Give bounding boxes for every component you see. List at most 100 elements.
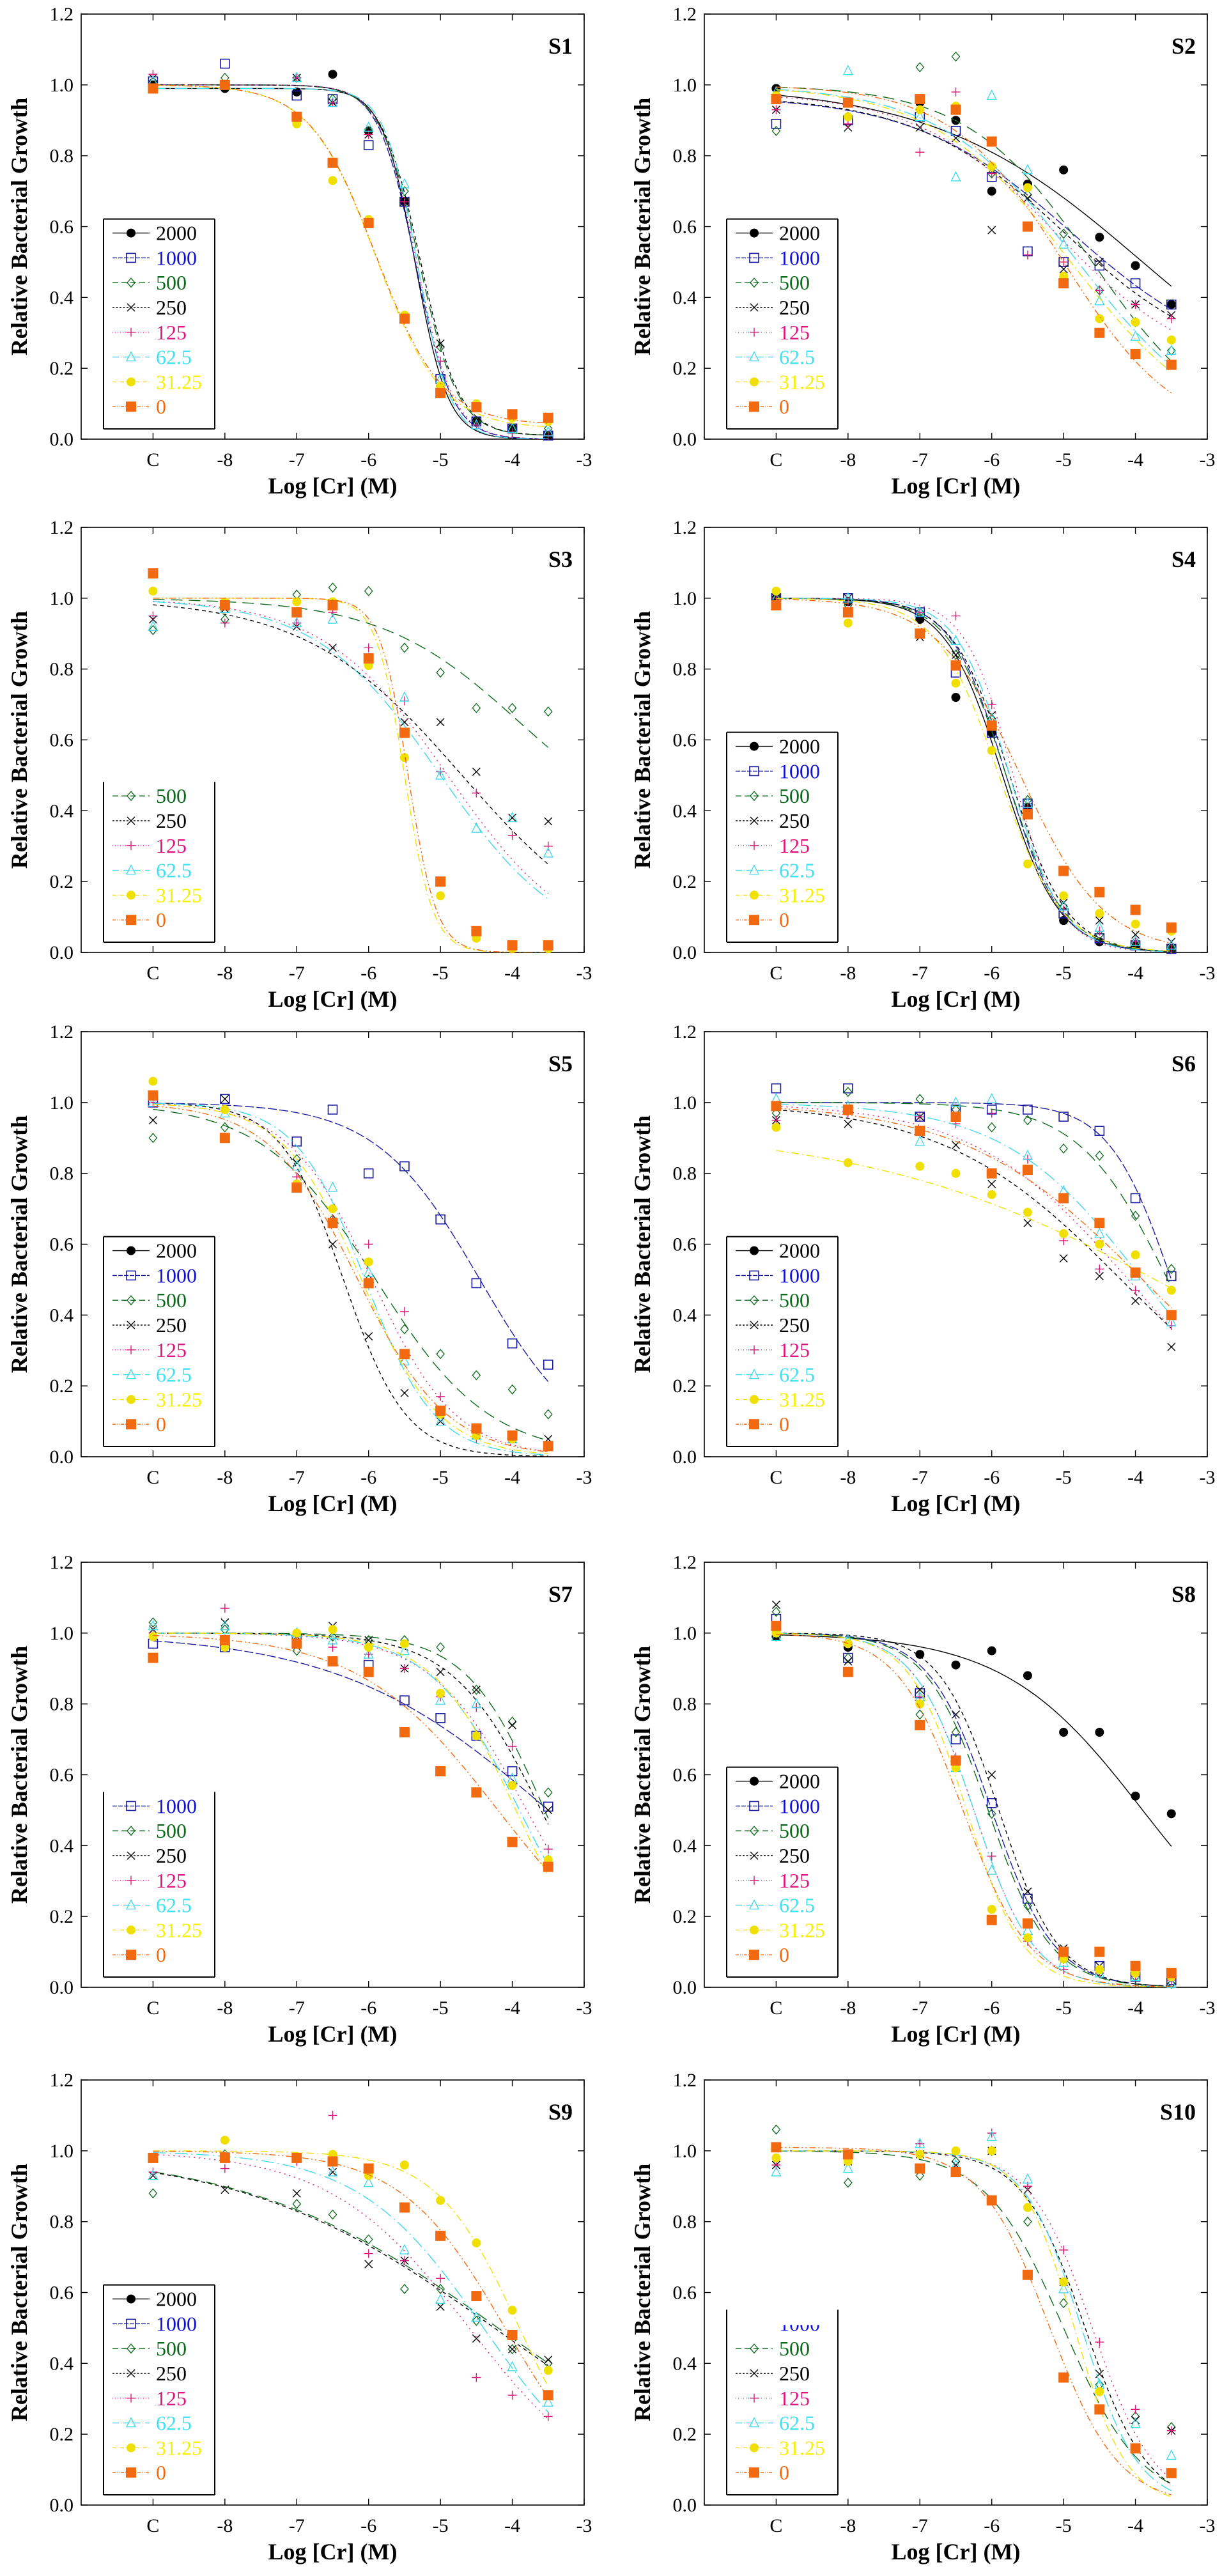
y-tick-label: 0.4 bbox=[50, 287, 74, 308]
data-point bbox=[363, 2176, 374, 2187]
y-tick-label: 0.2 bbox=[50, 2424, 74, 2445]
data-point bbox=[915, 608, 925, 617]
data-point bbox=[951, 87, 961, 97]
panel-s5: 0.0 0.2 0.4 0.6 0.8 1.0 1.2 C -8 -7 -6 -5 -4 -3 Log [C… bbox=[6, 1021, 592, 1516]
data-point bbox=[842, 1666, 853, 1677]
data-point bbox=[507, 2344, 517, 2355]
fit-curve bbox=[776, 86, 1172, 362]
y-tick-label: 0.6 bbox=[673, 730, 697, 751]
fit-curve bbox=[776, 598, 1172, 944]
data-point bbox=[472, 1684, 481, 1695]
data-point bbox=[987, 1190, 996, 1199]
x-tick-label: -5 bbox=[1056, 1467, 1072, 1488]
legend-label: 250 bbox=[156, 2362, 187, 2385]
x-tick-label: -8 bbox=[840, 963, 856, 984]
data-point bbox=[399, 1349, 410, 1360]
data-point bbox=[1166, 300, 1176, 309]
panel-title: S10 bbox=[1160, 2099, 1196, 2125]
legend-marker bbox=[126, 2467, 136, 2478]
fit-curve bbox=[776, 1103, 1172, 1316]
data-point bbox=[1166, 1978, 1177, 1989]
data-point bbox=[915, 105, 925, 114]
data-point bbox=[220, 2136, 229, 2145]
y-tick-label: 1.2 bbox=[50, 517, 74, 538]
data-point bbox=[148, 568, 159, 579]
data-point bbox=[364, 2234, 373, 2245]
data-point bbox=[1130, 349, 1141, 359]
legend-marker bbox=[750, 2443, 759, 2453]
data-point bbox=[328, 1625, 337, 1634]
data-point bbox=[1130, 1267, 1141, 1278]
data-point bbox=[1094, 327, 1105, 338]
x-tick-label: -6 bbox=[984, 449, 1000, 470]
y-tick-label: 1.0 bbox=[673, 2141, 697, 2162]
legend-label: 31.25 bbox=[156, 2436, 202, 2459]
data-point bbox=[291, 2152, 302, 2163]
legend-item-500: 500 bbox=[112, 271, 187, 294]
data-point bbox=[435, 1405, 446, 1416]
data-point bbox=[950, 634, 961, 645]
data-point bbox=[987, 711, 996, 720]
data-point bbox=[1059, 228, 1068, 239]
data-point bbox=[219, 1634, 230, 1645]
data-point bbox=[148, 1652, 159, 1663]
data-point bbox=[507, 1384, 517, 1395]
data-point bbox=[220, 2164, 229, 2173]
legend-item-1000: 1000 bbox=[112, 2312, 197, 2335]
legend-label: 250 bbox=[779, 2362, 810, 2385]
x-tick-label: -4 bbox=[504, 1467, 520, 1488]
data-point bbox=[1130, 330, 1141, 341]
data-point bbox=[771, 2166, 782, 2176]
data-point bbox=[843, 1083, 853, 1094]
data-point bbox=[543, 1409, 553, 1420]
legend-marker bbox=[126, 1419, 136, 1430]
legend-item-0: 0 bbox=[112, 1413, 166, 1436]
fit-curve bbox=[153, 1634, 549, 1872]
data-point bbox=[950, 660, 961, 671]
y-tick-label: 0.8 bbox=[673, 659, 697, 680]
legend-label: 0 bbox=[156, 908, 166, 931]
legend-label: 1000 bbox=[779, 759, 820, 782]
data-point bbox=[219, 2152, 230, 2163]
series-0 bbox=[148, 568, 553, 952]
data-point bbox=[363, 1278, 374, 1289]
data-point bbox=[291, 1638, 302, 1649]
data-point bbox=[219, 1133, 230, 1144]
legend-marker bbox=[750, 841, 759, 850]
data-point bbox=[1095, 1239, 1104, 1249]
x-tick-label: -5 bbox=[433, 963, 449, 984]
legend-item-62.5: 62.5 bbox=[112, 346, 192, 369]
legend-label: 62.5 bbox=[779, 346, 815, 369]
fit-curve bbox=[776, 598, 1172, 952]
data-point bbox=[951, 611, 961, 621]
x-axis-title: Log [Cr] (M) bbox=[268, 473, 398, 499]
y-tick-label: 1.2 bbox=[50, 2070, 74, 2091]
data-point bbox=[1023, 194, 1032, 203]
y-tick-label: 0.0 bbox=[50, 429, 74, 450]
data-point bbox=[220, 2185, 229, 2194]
y-tick-label: 1.2 bbox=[673, 517, 697, 538]
legend-item-62.5: 62.5 bbox=[736, 346, 815, 369]
data-point bbox=[471, 1698, 482, 1709]
fit-curve bbox=[153, 1633, 549, 1819]
data-point bbox=[436, 1349, 445, 1360]
y-tick-label: 0.0 bbox=[50, 1977, 74, 1998]
legend-marker bbox=[749, 252, 759, 263]
legend-marker bbox=[750, 741, 759, 751]
data-point bbox=[507, 1836, 518, 1847]
data-point bbox=[1166, 345, 1177, 355]
data-point bbox=[543, 2412, 553, 2421]
data-point bbox=[471, 822, 482, 833]
legend-item-0: 0 bbox=[736, 395, 789, 418]
data-point bbox=[400, 186, 409, 197]
data-point bbox=[1130, 278, 1141, 288]
legend-label: 1000 bbox=[156, 1264, 197, 1287]
legend-item-31.25: 31.25 bbox=[736, 370, 825, 393]
legend-item-2000: 2000 bbox=[736, 222, 820, 245]
x-axis-title: Log [Cr] (M) bbox=[268, 986, 398, 1012]
x-tick-label: -7 bbox=[912, 1998, 928, 2019]
data-point bbox=[1167, 937, 1176, 946]
data-point bbox=[471, 1278, 482, 1289]
